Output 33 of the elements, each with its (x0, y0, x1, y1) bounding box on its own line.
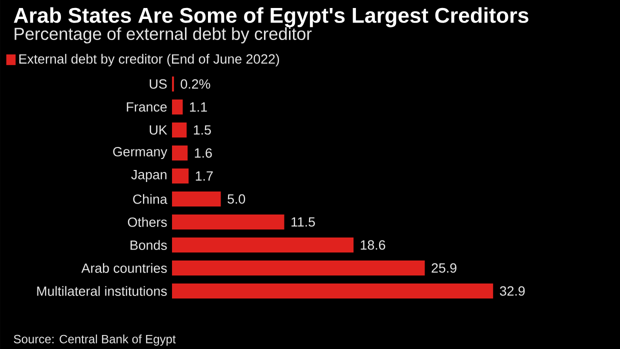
data-label: 1.7 (196, 171, 213, 181)
y-tick-label: Japan (131, 170, 166, 182)
y-tick-label: France (126, 102, 167, 112)
data-label: 5.0 (228, 194, 246, 204)
data-label: 1.1 (190, 102, 207, 112)
y-tick-label: Multilateral institutions (37, 286, 167, 296)
data-label: 0.2% (180, 79, 210, 89)
bar (172, 122, 187, 138)
chart-subtitle: Percentage of external debt by creditor (14, 27, 312, 44)
data-label: 1.6 (194, 148, 212, 158)
data-label: 11.5 (292, 217, 315, 227)
bar (172, 214, 284, 230)
data-label: 1.5 (194, 125, 211, 135)
bar (172, 238, 354, 252)
bar (172, 100, 183, 115)
y-tick-label: Bonds (130, 240, 167, 250)
y-tick-label: Others (128, 217, 167, 227)
legend-label: External debt by creditor (End of June 2022) (19, 54, 280, 66)
bar (172, 192, 221, 207)
source-note: Source: Central Bank of Egypt (14, 334, 176, 346)
y-tick-label: Arab countries (81, 263, 167, 273)
y-tick-label: UK (150, 125, 168, 135)
bar (172, 260, 425, 276)
data-label: 32.9 (500, 286, 525, 296)
chart-title: Arab States Are Some of Egypt's Largest Creditors (14, 7, 528, 28)
bar (172, 146, 188, 161)
y-tick-label: Germany (113, 146, 168, 160)
y-tick-label: China (133, 194, 168, 204)
bar (172, 284, 494, 298)
data-label: 25.9 (432, 263, 456, 273)
data-label: 18.6 (360, 240, 386, 250)
bar (172, 168, 189, 184)
y-tick-label: US (150, 79, 167, 89)
